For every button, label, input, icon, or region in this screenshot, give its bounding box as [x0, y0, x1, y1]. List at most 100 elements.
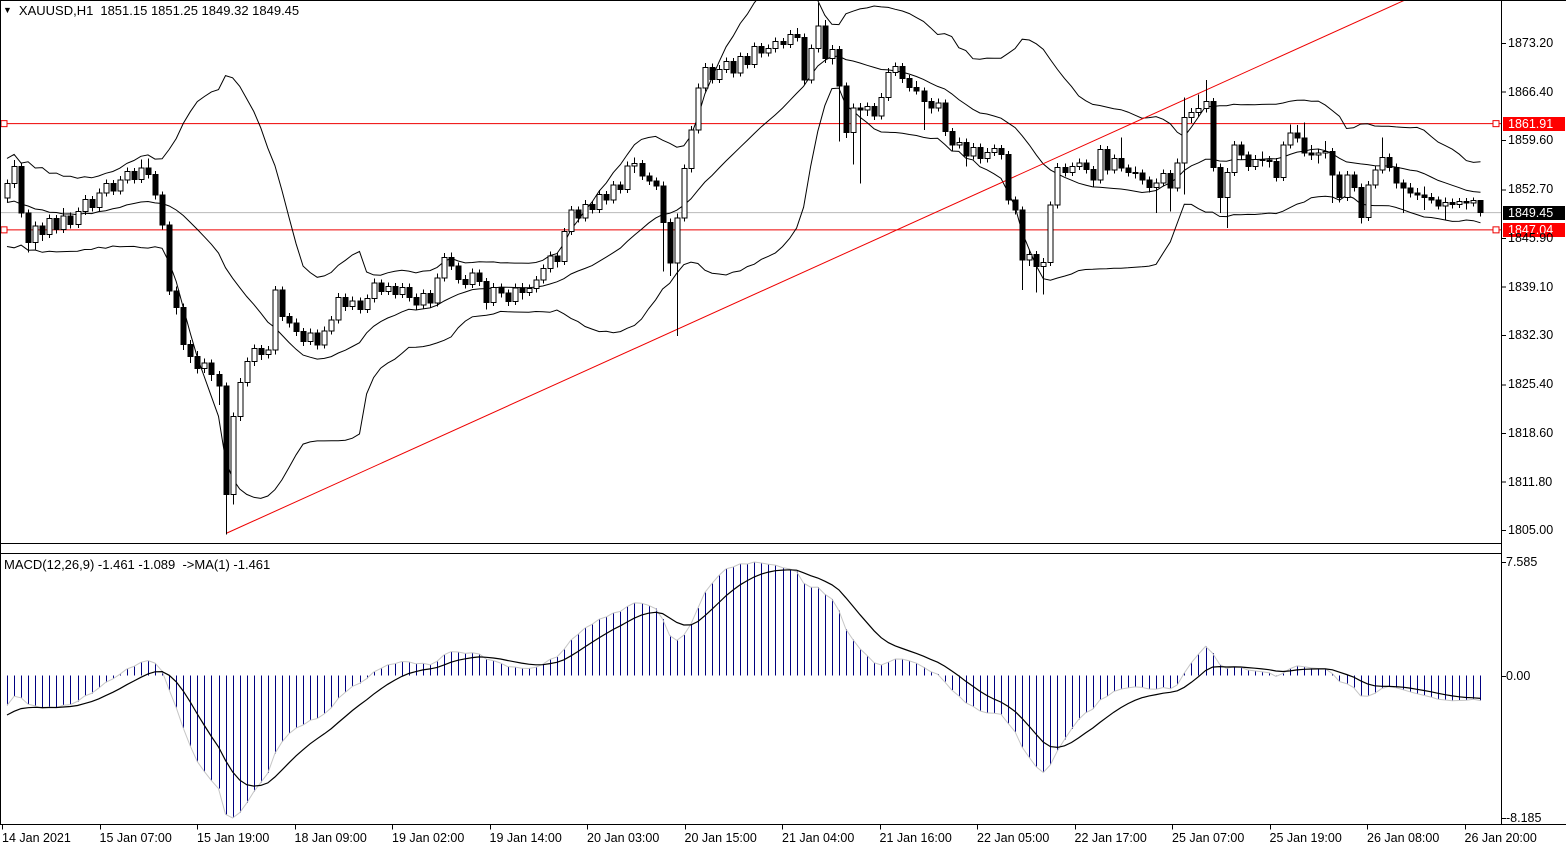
macd-scale-max[interactable]: 7.585	[1506, 555, 1538, 569]
candle-bull	[1315, 152, 1322, 156]
price-tick-label: 1845.90	[1508, 231, 1554, 245]
candle-bear	[603, 193, 610, 201]
candle-bear	[18, 166, 25, 214]
time-tick-label: 26 Jan 20:00	[1464, 831, 1537, 845]
candle-bull	[582, 203, 589, 219]
candle-bear	[1301, 137, 1308, 154]
candle-bear	[1435, 199, 1442, 207]
candle-bull	[885, 71, 892, 98]
candle-bull	[490, 286, 497, 303]
price-tick-label: 1873.20	[1508, 36, 1554, 50]
candle-bull	[1195, 108, 1202, 113]
candle-bull	[265, 349, 272, 355]
candle-bear	[483, 281, 490, 303]
candle-bull	[540, 268, 547, 281]
candle-bear	[1407, 187, 1414, 194]
candle-bear	[427, 293, 434, 304]
candle-bull	[349, 300, 356, 308]
candle-bear	[1308, 152, 1315, 156]
candle-bear	[413, 296, 420, 306]
hline-handle[interactable]	[0, 226, 8, 234]
symbol-dropdown-arrow-icon[interactable]: ▼	[3, 5, 12, 15]
candle-bull	[1076, 162, 1083, 168]
candle-bull	[244, 361, 251, 383]
candle-bull	[117, 179, 124, 192]
macd-scale-min[interactable]: -8.185	[1506, 811, 1542, 825]
candle-bear	[928, 101, 935, 109]
candle-bull	[1111, 158, 1118, 171]
candle-bear	[1273, 161, 1280, 178]
bollinger-lower-band	[6, 87, 1481, 499]
hline-handle[interactable]	[0, 120, 8, 128]
candle-bear	[505, 292, 512, 303]
candle-bear	[906, 78, 913, 88]
candle-bull	[568, 209, 575, 233]
candle-bull	[892, 66, 899, 73]
candle-bull	[561, 231, 568, 263]
hline-handle[interactable]	[1492, 120, 1500, 128]
quote-line: ▼ XAUUSD,H1 1851.15 1851.25 1849.32 1849…	[3, 3, 299, 18]
candle-bull	[737, 56, 744, 74]
price-tick-label: 1839.10	[1508, 279, 1554, 294]
time-tick-label: 25 Jan 19:00	[1269, 831, 1342, 845]
candle-bear	[1477, 200, 1484, 214]
candle-bull	[1456, 201, 1463, 205]
candle-bear	[639, 163, 646, 177]
candle-bull	[1322, 151, 1329, 154]
candle-bear	[1019, 209, 1026, 261]
time-tick-label: 19 Jan 02:00	[392, 831, 465, 845]
candle-bear	[110, 183, 117, 192]
candle-bear	[921, 90, 928, 103]
candle-bull	[631, 163, 638, 167]
candle-bear	[1217, 166, 1224, 198]
candle-bull	[864, 106, 871, 111]
candle-bull	[1054, 166, 1061, 206]
candle-bull	[610, 184, 617, 201]
candle-bull	[251, 348, 258, 363]
hline-handle[interactable]	[1492, 226, 1500, 234]
candle-bull	[624, 165, 631, 190]
time-tick-label: 20 Jan 15:00	[684, 831, 757, 845]
candle-bull	[96, 192, 103, 208]
price-tick-label: 1859.60	[1508, 133, 1554, 148]
candle-bull	[434, 277, 441, 304]
ascending-trendline[interactable]	[226, 0, 1406, 534]
candle-bull	[103, 183, 110, 194]
candle-bear	[286, 316, 293, 324]
price-tick-label: 1832.30	[1508, 328, 1554, 343]
candle-bear	[575, 209, 582, 219]
candle-bear	[1012, 199, 1019, 211]
candle-bear	[314, 332, 321, 346]
candle-bear	[406, 286, 413, 298]
macd-scale-zero[interactable]: 0.00	[1506, 668, 1531, 683]
candle-bull	[1203, 101, 1210, 110]
candle-bear	[1167, 173, 1174, 189]
candle-bear	[744, 56, 751, 65]
candle-bear	[152, 173, 159, 196]
candle-bear	[1005, 153, 1012, 201]
candle-bear	[187, 343, 194, 358]
candle-bull	[1181, 116, 1188, 164]
time-tick-label: 14 Jan 2021	[2, 831, 71, 845]
candle-bear	[646, 175, 653, 182]
candle-bear	[223, 385, 230, 495]
main-chart-area[interactable]	[0, 0, 1501, 535]
candle-bull	[46, 218, 53, 235]
candle-bull	[371, 282, 378, 300]
bollinger-upper-band	[6, 0, 1481, 278]
candle-bull	[82, 198, 89, 213]
candle-bear	[53, 218, 60, 230]
candle-bear	[653, 180, 660, 187]
macd-main-line	[6, 561, 1481, 819]
candle-bull	[850, 107, 857, 133]
candle-bear	[801, 36, 808, 81]
price-tick-label: 1811.80	[1508, 474, 1553, 489]
price-tick-label: 1805.00	[1508, 523, 1554, 538]
candle-bear	[300, 331, 307, 343]
macd-panel-area[interactable]	[6, 561, 1481, 819]
candle-bull	[1470, 200, 1477, 204]
time-tick-label: 26 Jan 08:00	[1367, 831, 1440, 845]
price-marker-current: 1849.45	[1503, 205, 1565, 220]
candle-bull	[878, 96, 885, 117]
